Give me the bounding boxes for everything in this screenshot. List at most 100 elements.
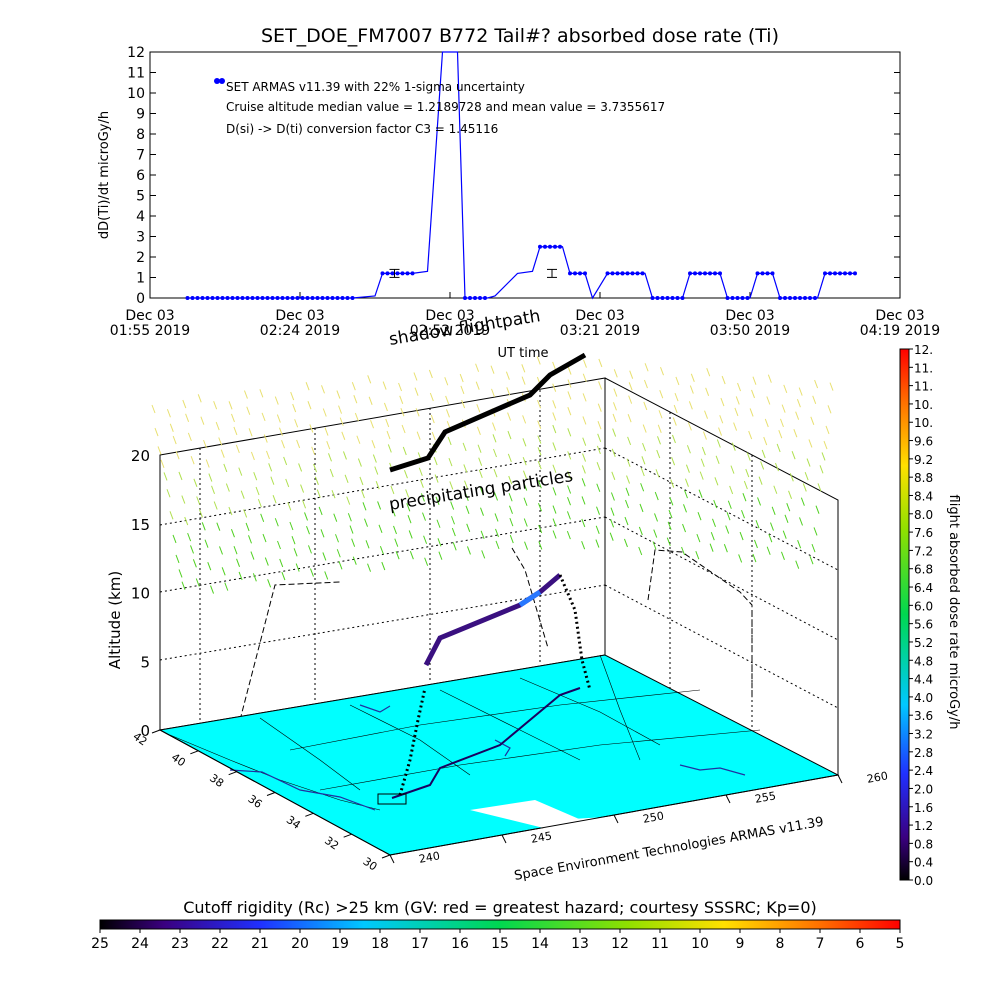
data-point: [688, 271, 692, 276]
x-axis-label: UT time: [498, 346, 549, 361]
data-point: [340, 296, 345, 300]
colorbar-tick-label: 10.: [914, 416, 933, 430]
colorbar-tick-label: 8.4: [914, 489, 933, 503]
particle-mark: [245, 522, 250, 532]
colorbar-ticks: 0.0 0.4 0.8 1.2 1.6 2.0 2.4 2.8 3.2 3.6 4.0 4.4 4.8 5…: [909, 343, 933, 888]
particle-mark: [375, 481, 380, 490]
particle-mark: [749, 408, 754, 417]
particle-mark: [684, 478, 689, 487]
particle-mark: [775, 462, 779, 472]
particle-mark: [213, 501, 218, 510]
data-point: [210, 296, 215, 300]
particle-mark: [238, 467, 243, 476]
particle-mark: [760, 461, 765, 470]
particle-mark: [259, 389, 264, 398]
data-point: [310, 296, 315, 300]
particle-mark: [730, 465, 735, 474]
particle-mark: [791, 451, 796, 460]
particle-mark: [318, 506, 323, 516]
particle-mark: [800, 497, 805, 506]
particle-mark: [205, 459, 210, 468]
particle-mark: [399, 395, 404, 404]
particle-mark: [462, 442, 467, 452]
data-point: [215, 296, 220, 300]
data-point: [693, 271, 697, 276]
particle-mark: [434, 474, 439, 483]
particle-mark: [674, 392, 679, 402]
y-tick-label: 1: [136, 271, 145, 287]
particle-mark: [552, 505, 557, 514]
colorbar-tick-label: 0.8: [914, 837, 933, 851]
particle-mark: [752, 553, 757, 563]
particle-mark: [169, 423, 174, 433]
particle-mark: [371, 439, 376, 449]
rigidity-tick-label: 19: [331, 936, 349, 952]
particle-mark: [210, 585, 215, 594]
particle-mark: [641, 456, 646, 465]
particle-mark: [322, 408, 327, 417]
particle-mark: [238, 571, 243, 581]
particle-mark: [821, 452, 826, 461]
particle-mark: [806, 458, 811, 467]
particle-mark: [272, 495, 277, 504]
particle-mark: [253, 472, 258, 481]
particle-mark: [552, 400, 557, 409]
particle-mark: [414, 387, 419, 396]
particle-mark: [536, 356, 541, 365]
x-tick-date: Dec 03: [725, 308, 774, 324]
particle-mark: [495, 540, 500, 550]
particle-mark: [523, 518, 528, 527]
particle-mark: [582, 416, 587, 425]
legend-line-1: SET ARMAS v11.39 with 22% 1-sigma uncert…: [226, 80, 525, 94]
particle-mark: [252, 573, 257, 582]
particle-mark: [716, 439, 721, 448]
particle-mark: [338, 405, 343, 414]
particle-mark: [476, 426, 481, 435]
data-point: [635, 271, 640, 276]
particle-mark: [626, 475, 631, 484]
data-point: [670, 296, 675, 300]
rigidity-tick-label: 21: [251, 936, 269, 952]
particle-mark: [683, 504, 687, 513]
particle-mark: [538, 524, 543, 534]
data-point: [463, 296, 467, 300]
data-point: [330, 296, 335, 300]
coastline: [229, 704, 746, 811]
particle-mark: [385, 418, 390, 428]
particle-mark: [654, 513, 658, 522]
particle-mark: [537, 420, 542, 429]
particle-mark: [624, 516, 629, 526]
colorbar-tick-label: 5.6: [914, 618, 933, 632]
longitude-tick-label: 250: [642, 809, 665, 825]
particle-mark: [459, 373, 464, 383]
particle-mark: [321, 385, 325, 394]
data-point: [395, 271, 400, 276]
particle-mark: [235, 444, 240, 454]
particle-mark: [737, 382, 742, 392]
particle-mark: [721, 375, 726, 385]
particle-mark: [610, 492, 615, 501]
particle-mark: [795, 560, 800, 569]
longitude-tick-label: 240: [418, 849, 441, 865]
particle-mark: [160, 459, 165, 469]
particle-field: [151, 356, 834, 594]
particle-mark: [166, 489, 171, 498]
colorbar-tick-label: 7.6: [914, 526, 933, 540]
particle-mark: [233, 546, 238, 555]
particle-mark: [727, 500, 732, 509]
particle-mark: [495, 528, 499, 538]
data-point: [698, 271, 702, 276]
rigidity-tick-label: 10: [691, 936, 709, 952]
particle-mark: [625, 487, 630, 496]
particle-mark: [567, 366, 572, 375]
longitude-tick: [837, 774, 843, 784]
particle-mark: [364, 518, 368, 527]
particle-mark: [274, 518, 279, 527]
particle-mark: [294, 419, 299, 428]
particle-mark: [613, 388, 618, 397]
particle-mark: [452, 542, 457, 551]
data-point: [708, 271, 712, 276]
altitude-tick-label: 20: [131, 447, 150, 465]
data-point: [558, 244, 562, 249]
colorbar-tick-label: 8.8: [914, 471, 933, 485]
